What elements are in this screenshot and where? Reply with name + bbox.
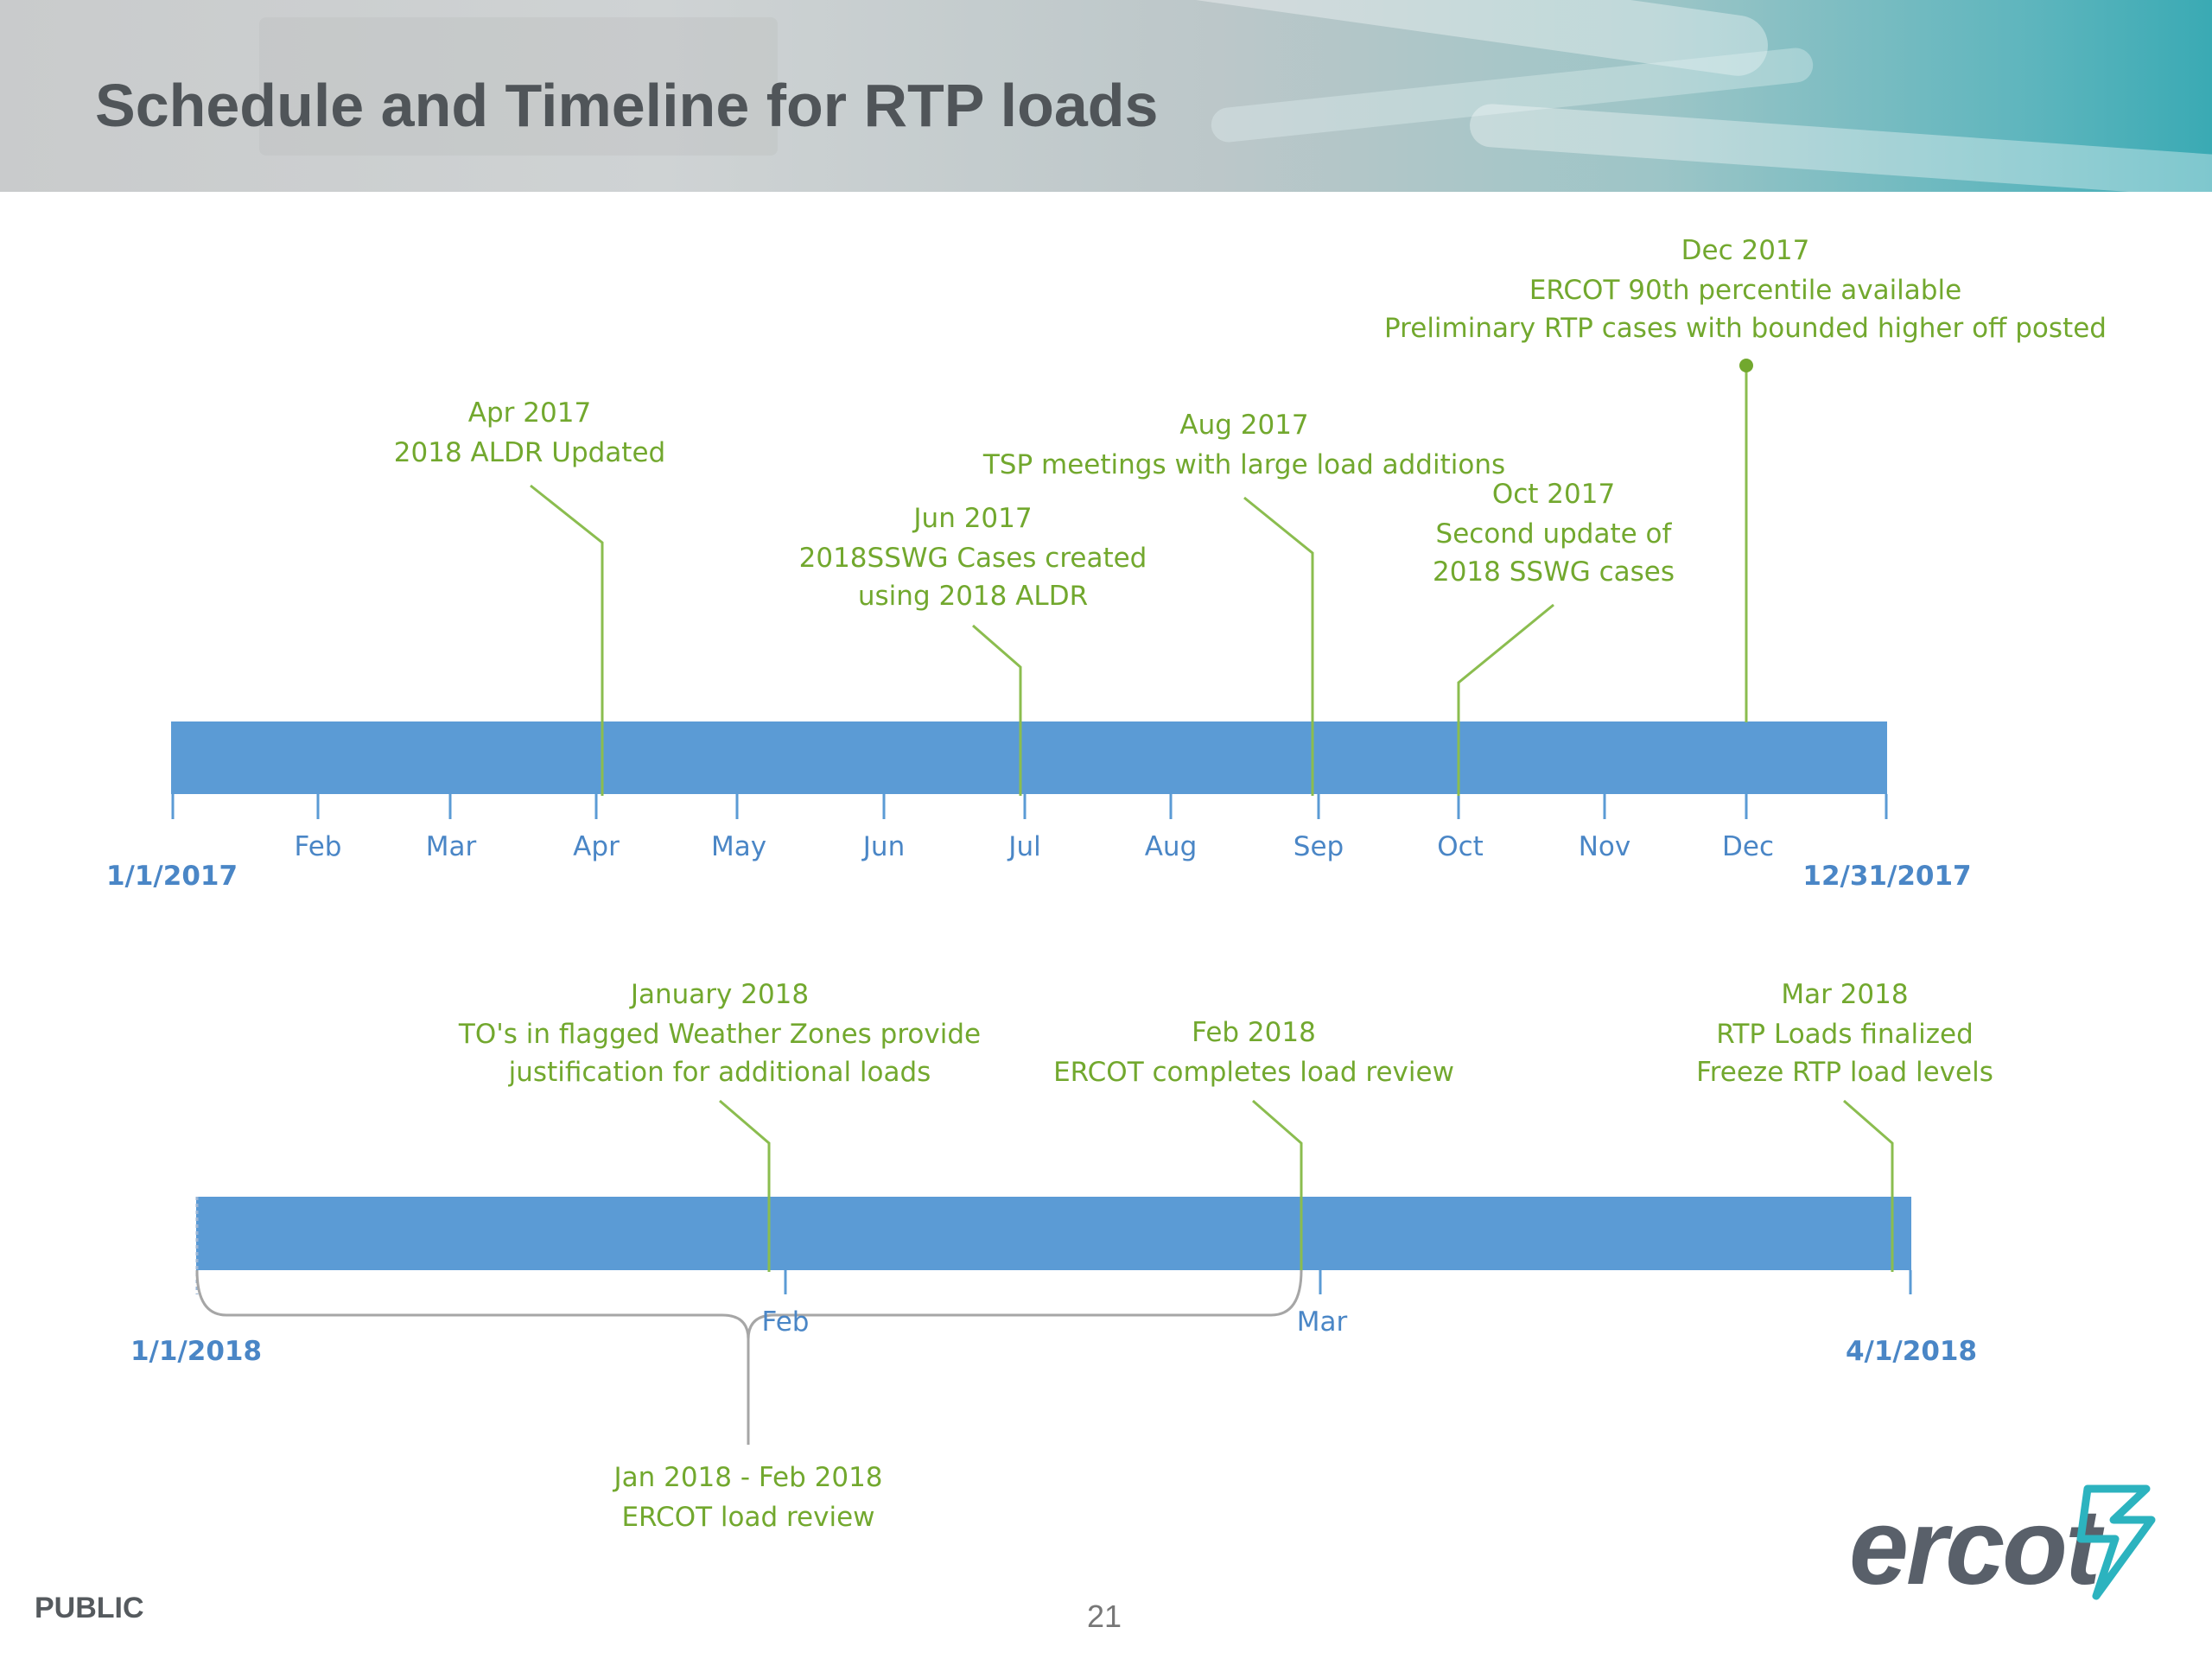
span-jan-feb-2018: Jan 2018 - Feb 2018 ERCOT load review [613, 1458, 882, 1537]
milestone-jan-2018: January 2018 TO's in flagged Weather Zon… [459, 975, 981, 1092]
logo-wordmark: ercot [1849, 1488, 2101, 1607]
milestone-oct-2017: Oct 2017 Second update of 2018 SSWG case… [1433, 474, 1675, 592]
milestone-apr-2017: Apr 2017 2018 ALDR Updated [394, 393, 665, 473]
milestone-text: ERCOT 90th percentile available [1529, 275, 1962, 306]
milestone-text: Freeze RTP load levels [1696, 1057, 1993, 1088]
timeline-2018-start-label: 1/1/2018 [130, 1336, 263, 1367]
tick-label-sep-2017: Sep [1293, 831, 1344, 862]
timeline-2017 [171, 359, 1888, 819]
timeline-2017-start-label: 1/1/2017 [105, 861, 238, 892]
connector-mar-2018 [1843, 1099, 1894, 1272]
footer-classification: PUBLIC [35, 1592, 144, 1624]
connector-feb-2018 [1252, 1099, 1303, 1272]
connector-oct-2017 [1457, 603, 1554, 796]
tick-label-feb-2018: Feb [761, 1306, 810, 1338]
milestone-text: 2018 SSWG cases [1432, 556, 1675, 588]
span-date: Jan 2018 - Feb 2018 [613, 1462, 883, 1493]
milestone-jun-2017: Jun 2017 2018SSWG Cases created using 20… [799, 499, 1147, 616]
milestone-date: Apr 2017 [467, 397, 592, 429]
milestone-text: 2018SSWG Cases created [798, 543, 1147, 574]
tick-label-feb-2017: Feb [294, 831, 342, 862]
milestone-text: TSP meetings with large load additions [982, 449, 1506, 480]
milestone-date: Aug 2017 [1179, 410, 1309, 441]
connector-jun-2017 [972, 624, 1022, 796]
title-banner [0, 0, 2212, 192]
milestone-text: Second update of [1435, 518, 1672, 550]
tick-label-jun-2017: Jun [862, 831, 906, 862]
milestone-mar-2018: Mar 2018 RTP Loads finalized Freeze RTP … [1696, 975, 1993, 1092]
slide-title: Schedule and Timeline for RTP loads [95, 72, 1159, 139]
connector-apr-2017 [530, 484, 604, 796]
milestone-text: RTP Loads finalized [1716, 1019, 1974, 1050]
jan-feb-2018-bracket [195, 1269, 1303, 1340]
connector-aug-2017 [1243, 496, 1314, 796]
milestone-text: TO's in flagged Weather Zones provide [458, 1019, 982, 1050]
milestone-date: Feb 2018 [1192, 1017, 1316, 1048]
milestone-date: Dec 2017 [1681, 235, 1810, 266]
tick-label-apr-2017: Apr [573, 831, 620, 862]
span-text: ERCOT load review [621, 1502, 875, 1533]
milestone-date: Mar 2018 [1781, 979, 1909, 1010]
page-number: 21 [1087, 1599, 1122, 1634]
milestone-text: 2018 ALDR Updated [393, 437, 666, 468]
tick-label-mar-2017: Mar [425, 831, 477, 862]
tick-label-jul-2017: Jul [1008, 831, 1041, 862]
milestone-text: justification for additional loads [508, 1057, 931, 1088]
connector-jan-2018 [719, 1099, 771, 1272]
tick-label-may-2017: May [710, 831, 767, 862]
milestone-text: Preliminary RTP cases with bounded highe… [1384, 313, 2107, 344]
tick-label-oct-2017: Oct [1437, 831, 1484, 862]
tick-label-mar-2018: Mar [1296, 1306, 1348, 1338]
timeline-2017-end-label: 12/31/2017 [1802, 861, 1972, 892]
milestone-text: using 2018 ALDR [857, 581, 1089, 612]
timeline-2018-bar [196, 1197, 1911, 1270]
milestone-aug-2017: Aug 2017 TSP meetings with large load ad… [983, 405, 1505, 485]
milestone-dec-2017: Dec 2017 ERCOT 90th percentile available… [1384, 231, 2107, 348]
milestone-date: Jun 2017 [913, 503, 1033, 534]
connector-dec-2017-dot [1739, 359, 1753, 372]
milestone-feb-2018: Feb 2018 ERCOT completes load review [1053, 1013, 1454, 1092]
milestone-date: Oct 2017 [1491, 479, 1616, 510]
timeline-2018 [195, 1099, 1912, 1445]
milestone-text: ERCOT completes load review [1053, 1057, 1454, 1088]
milestone-date: January 2018 [630, 979, 810, 1010]
tick-label-dec-2017: Dec [1722, 831, 1774, 862]
tick-label-nov-2017: Nov [1578, 831, 1631, 862]
timeline-2017-bar [171, 721, 1887, 794]
tick-label-aug-2017: Aug [1144, 831, 1198, 862]
timeline-2018-end-label: 4/1/2018 [1845, 1336, 1978, 1367]
lightning-bolt-icon [2076, 1484, 2156, 1600]
